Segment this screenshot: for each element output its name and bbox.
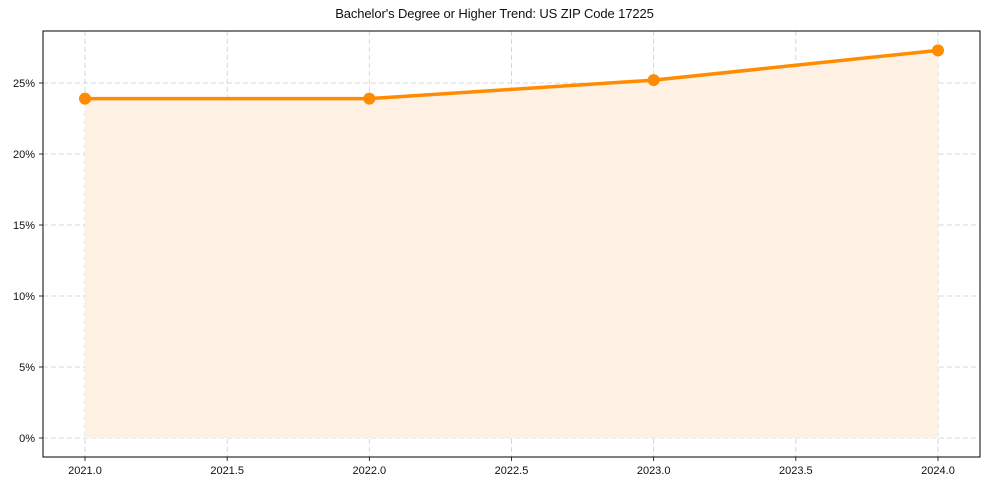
data-point-marker xyxy=(363,92,376,105)
x-tick-label: 2023.0 xyxy=(637,465,671,477)
data-markers xyxy=(79,44,944,105)
x-tick-label: 2022.0 xyxy=(353,465,387,477)
area-fill-path xyxy=(85,50,938,439)
y-tick-label: 5% xyxy=(19,362,35,374)
data-point-marker xyxy=(932,44,944,57)
y-tick-label: 25% xyxy=(13,78,35,90)
data-line xyxy=(83,48,940,101)
x-tick-label: 2021.5 xyxy=(210,465,244,477)
chart-title: Bachelor's Degree or Higher Trend: US ZI… xyxy=(335,6,654,21)
x-tick-label: 2022.5 xyxy=(495,465,529,477)
x-tick-label: 2021.0 xyxy=(68,465,102,477)
data-point-marker xyxy=(79,92,91,105)
y-tick-label: 20% xyxy=(13,149,35,161)
series-line xyxy=(83,48,940,101)
y-tick-label: 10% xyxy=(13,291,35,303)
x-axis: 2021.0 2021.5 2022.0 2022.5 2023.0 2023.5 2024… xyxy=(68,457,955,477)
x-tick-label: 2024.0 xyxy=(921,465,955,477)
area-fill xyxy=(85,50,938,439)
y-tick-label: 0% xyxy=(19,433,35,445)
y-tick-label: 15% xyxy=(13,220,35,232)
x-tick-label: 2023.5 xyxy=(779,465,813,477)
y-axis: 0% 5% 10% 15% 20% 25% xyxy=(13,78,43,445)
data-point-marker xyxy=(647,74,660,87)
